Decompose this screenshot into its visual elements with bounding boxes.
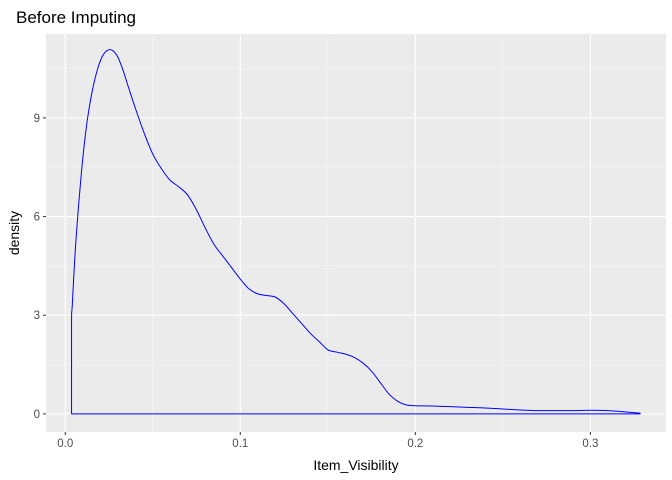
y-tick-label: 3 <box>34 310 40 322</box>
y-tick-label: 9 <box>34 113 40 125</box>
x-tick-label: 0.0 <box>57 438 73 450</box>
x-tick-label: 0.2 <box>407 438 423 450</box>
chart-title: Before Imputing <box>16 8 136 27</box>
minor-grid <box>46 34 666 432</box>
y-axis-title: density <box>6 211 22 255</box>
y-tick-label: 6 <box>34 212 40 224</box>
x-tick-label: 0.3 <box>582 438 598 450</box>
x-tick-label: 0.1 <box>232 438 248 450</box>
x-axis: 0.0 0.1 0.2 0.3 <box>57 432 598 450</box>
x-axis-title: Item_Visibility <box>313 457 398 473</box>
plot-panel <box>46 34 666 432</box>
y-tick-label: 0 <box>34 409 40 421</box>
series-layer <box>71 49 641 415</box>
y-axis: 0 3 6 9 <box>34 113 46 421</box>
density-curve <box>71 49 641 415</box>
